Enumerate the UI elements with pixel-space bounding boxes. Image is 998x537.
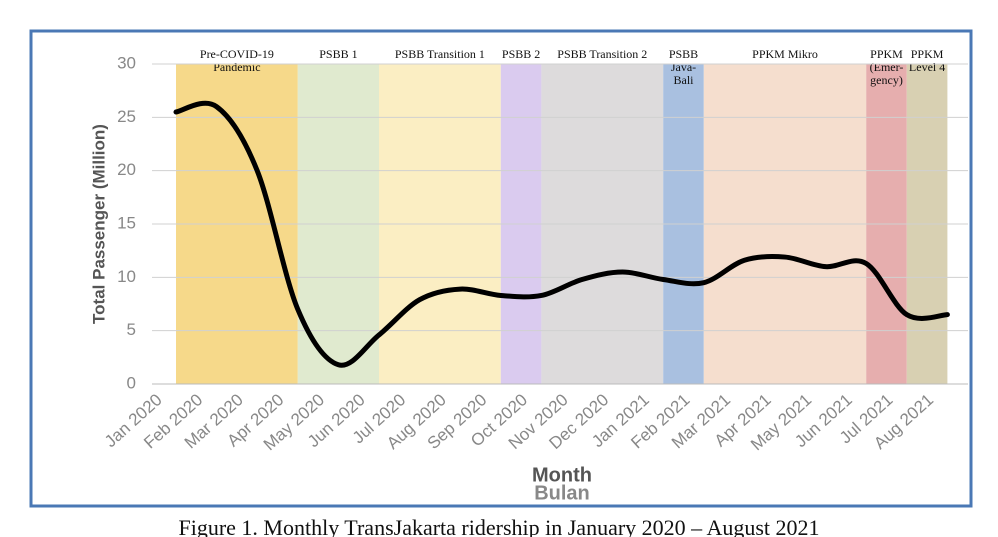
phase-label: PSBB 2: [502, 47, 540, 61]
phase-label: Pre-COVID-19: [200, 47, 274, 61]
phase-label: PSBB 1: [319, 47, 357, 61]
y-axis-title: Total Passenger (Million): [89, 124, 108, 324]
phase-label: PPKM: [911, 47, 944, 61]
phase-label: PPKM: [870, 47, 903, 61]
phase-label: gency): [870, 73, 903, 87]
y-tick-label: 0: [127, 373, 136, 392]
phase-label: PPKM Mikro: [752, 47, 818, 61]
y-tick-label: 25: [117, 107, 136, 126]
phase-label: Java-: [671, 60, 696, 74]
y-tick-label: 15: [117, 213, 136, 232]
phase-label: PSBB: [669, 47, 698, 61]
frame: [29, 29, 973, 508]
x-axis-title: Month: [532, 464, 592, 486]
y-tick-label: 5: [127, 320, 136, 339]
y-tick-label: 20: [117, 160, 136, 179]
data-line: [173, 100, 950, 368]
phase-label: Bali: [674, 73, 695, 87]
phase-label: Level 4: [909, 60, 945, 74]
phase-label: PSBB Transition 2: [557, 47, 647, 61]
y-tick-label: 10: [117, 267, 136, 286]
caption: Figure 1. Monthly TransJakarta ridership…: [178, 515, 819, 537]
phase-label: (Emer-: [870, 60, 904, 74]
y-tick-label: 30: [117, 53, 136, 72]
phase-label: PSBB Transition 1: [395, 47, 485, 61]
phase-label: Pandemic: [213, 60, 260, 74]
x-axis-subtitle: Bulan: [534, 482, 590, 504]
